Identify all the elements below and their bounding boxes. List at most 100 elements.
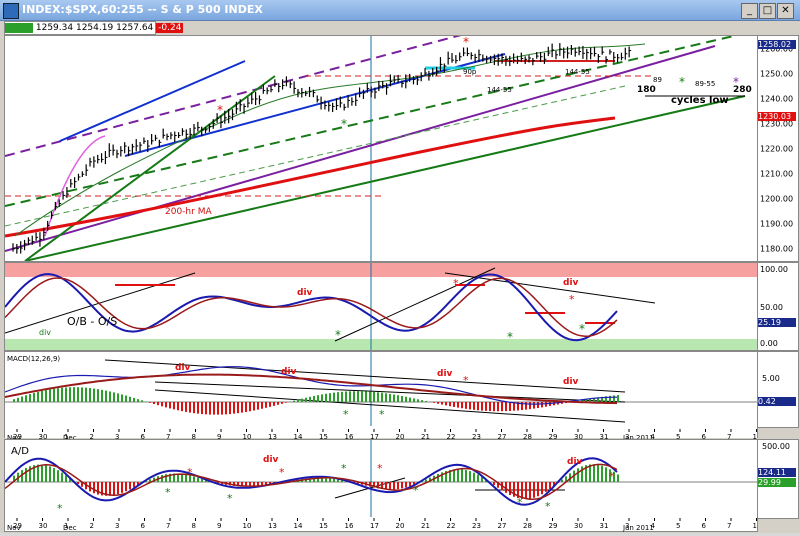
- macd-bar: [417, 399, 419, 402]
- price-scale-tick: 1240.00: [760, 95, 793, 104]
- ad-bar: [457, 469, 459, 482]
- macd-bar: [41, 391, 43, 402]
- blue-trendline-1: [60, 61, 245, 141]
- purple-star-marker: *: [733, 75, 739, 89]
- macd-bar: [341, 392, 343, 402]
- macd-bar: [273, 402, 275, 406]
- macd-bar: [473, 402, 475, 410]
- macd-bar: [321, 394, 323, 402]
- ad-div-label: div: [263, 455, 279, 465]
- ad-bar: [129, 482, 131, 489]
- ad-bar: [545, 482, 547, 492]
- osc-label: O/B - O/S: [67, 315, 117, 328]
- ad-bar: [333, 479, 335, 482]
- macd-bar: [177, 402, 179, 410]
- quote-strip: 1259.34 1254.19 1257.64 -0.24: [4, 21, 156, 35]
- minimize-button[interactable]: _: [741, 3, 758, 19]
- macd-bar: [165, 402, 167, 407]
- ad-bar: [65, 475, 67, 482]
- macd-bar: [361, 391, 363, 402]
- quote-last: 1259.34: [36, 23, 73, 33]
- purple-dashed-trendline: [5, 36, 495, 156]
- ad-bar: [97, 482, 99, 495]
- macd-bar: [613, 395, 615, 402]
- macd-bar: [509, 402, 511, 411]
- ad-bar: [25, 468, 27, 482]
- ad-value-badge: 124.11: [758, 468, 796, 477]
- macd-bar: [409, 398, 411, 402]
- close-button[interactable]: ✕: [777, 3, 794, 19]
- ad-bar: [397, 482, 399, 489]
- macd-bar: [337, 392, 339, 402]
- ad-bar: [125, 482, 127, 491]
- macd-bar: [49, 389, 51, 402]
- osc-scale: 100.00 50.00 0.00 25.19: [757, 262, 799, 351]
- macd-bar: [377, 392, 379, 402]
- macd-panel[interactable]: MACD(12,26,9) div div div div * * *: [4, 351, 758, 428]
- macd-bar: [157, 402, 159, 405]
- price-scale-tick: 1210.00: [760, 170, 793, 179]
- macd-bar: [385, 393, 387, 402]
- x-axis-tick-label: 23: [472, 522, 481, 530]
- red-star-marker: *: [609, 470, 615, 483]
- osc-panel[interactable]: O/B - O/S div div div * * * * *: [4, 262, 758, 351]
- green-star-marker: *: [413, 484, 419, 497]
- ad-scale: 500.00 124.11 29.99: [757, 439, 799, 519]
- macd-bar: [117, 393, 119, 402]
- macd-bar: [433, 402, 435, 403]
- month-label-nov: Nov: [7, 524, 21, 532]
- macd-bar: [33, 393, 35, 402]
- ad-bar: [409, 482, 411, 486]
- red-star-marker: *: [571, 36, 577, 42]
- ad-bar: [577, 468, 579, 482]
- macd-bar: [541, 402, 543, 407]
- macd-bar: [181, 402, 183, 411]
- ad-bar: [57, 470, 59, 482]
- macd-bar: [21, 397, 23, 402]
- macd-bar: [469, 402, 471, 409]
- ad-panel[interactable]: A/D div div * * * * * * * * * * *: [4, 439, 758, 519]
- macd-bar: [141, 400, 143, 402]
- ad-bar: [121, 482, 123, 493]
- title-bar: INDEX:$SPX,60:255 -- S & P 500 INDEX _ □…: [0, 0, 800, 21]
- price-scale-tick: 1190.00: [760, 220, 793, 229]
- green-star-marker: *: [341, 462, 347, 475]
- macd-bar: [489, 402, 491, 411]
- macd-bar: [317, 395, 319, 402]
- macd-bar: [233, 402, 235, 414]
- price-panel[interactable]: 200-hr MA 144-55 144-55 90p 89 89-55 180…: [4, 35, 758, 262]
- ad-bar: [605, 467, 607, 482]
- ad-bar: [493, 482, 495, 485]
- x-axis-tick-label: 30: [39, 522, 48, 530]
- red-star-marker: *: [377, 462, 383, 475]
- osc-scale-0: 0.00: [760, 339, 778, 348]
- month-label-jan: Jan 2011: [622, 524, 654, 532]
- macd-bar: [345, 392, 347, 402]
- macd-bar: [281, 402, 283, 404]
- ad-bar: [465, 470, 467, 482]
- green-star-marker: *: [579, 322, 585, 336]
- red-star-marker: *: [453, 277, 459, 290]
- price-chart: 200-hr MA 144-55 144-55 90p 89 89-55 180…: [5, 36, 757, 261]
- x-axis-tick-label: 10: [243, 522, 252, 530]
- macd-bar: [129, 397, 131, 402]
- ma-label: 200-hr MA: [165, 207, 212, 217]
- x-axis-tick-label: 17: [370, 522, 379, 530]
- purple-trendline: [5, 46, 715, 251]
- maximize-button[interactable]: □: [759, 3, 776, 19]
- x-axis-tick-label: 20: [396, 522, 405, 530]
- macd-bar: [253, 402, 255, 410]
- macd-value-badge: 0.42: [758, 397, 796, 406]
- macd-bar: [525, 402, 527, 410]
- macd-bar: [389, 394, 391, 402]
- ad-bar: [197, 478, 199, 482]
- ad-bar: [401, 482, 403, 488]
- macd-bar: [457, 402, 459, 408]
- macd-bar: [305, 398, 307, 402]
- green-star-marker: *: [679, 75, 685, 89]
- macd-div-label: div: [175, 363, 191, 373]
- ad-bar: [537, 482, 539, 496]
- macd-bar: [333, 393, 335, 402]
